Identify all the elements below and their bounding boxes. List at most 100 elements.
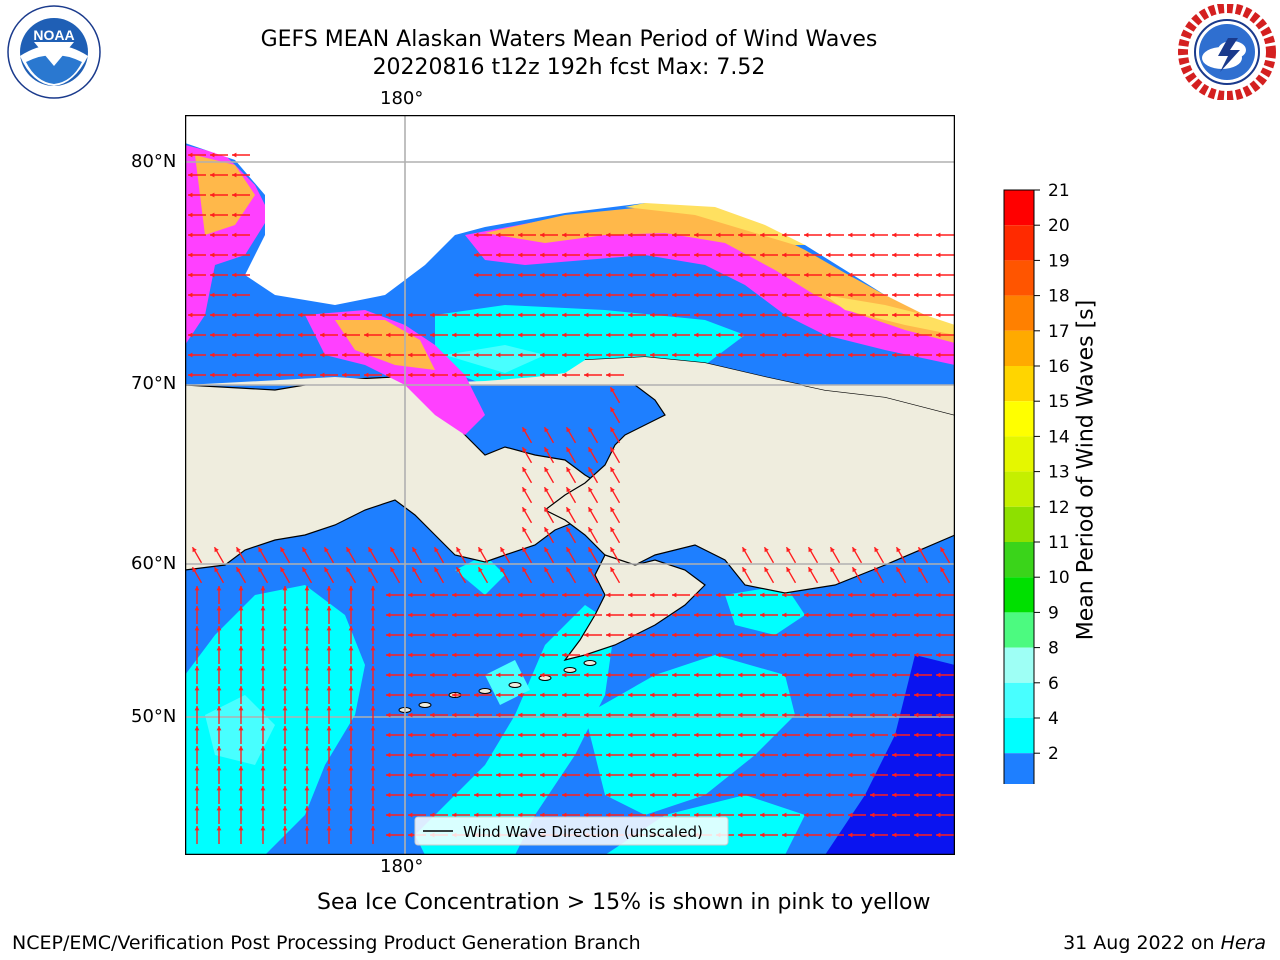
wave-direction-arrow [914, 592, 932, 598]
wave-direction-arrow [518, 612, 536, 618]
wave-direction-arrow [650, 652, 668, 658]
wave-direction-arrow [232, 272, 250, 278]
footer-credit: NCEP/EMC/Verification Post Processing Pr… [12, 932, 641, 954]
wave-direction-arrow [452, 732, 470, 738]
wave-direction-arrow [760, 612, 778, 618]
wave-direction-arrow [496, 812, 514, 818]
wave-direction-arrow [367, 566, 379, 584]
wave-direction-arrow [804, 592, 822, 598]
wave-direction-arrow [628, 332, 646, 338]
wave-direction-arrow [892, 272, 910, 278]
wave-direction-arrow [804, 692, 822, 698]
wave-direction-arrow [282, 806, 288, 824]
wave-direction-arrow [738, 652, 756, 658]
wave-direction-arrow [194, 686, 200, 704]
wave-direction-arrow [939, 566, 951, 584]
wave-direction-arrow [848, 292, 866, 298]
wave-direction-arrow [694, 772, 712, 778]
wave-direction-arrow [216, 666, 222, 684]
wave-direction-arrow [342, 312, 360, 318]
wave-direction-arrow [348, 686, 354, 704]
wave-direction-arrow [804, 312, 822, 318]
wave-direction-arrow [870, 752, 888, 758]
wave-direction-arrow [650, 632, 668, 638]
noaa-logo: NOAA [7, 5, 101, 99]
wave-direction-arrow [826, 272, 844, 278]
wave-direction-arrow [565, 486, 577, 504]
wave-direction-arrow [650, 812, 668, 818]
colorbar-cell [1004, 682, 1034, 718]
wave-direction-arrow [235, 546, 247, 564]
colorbar-cell [1004, 295, 1034, 331]
wave-direction-arrow [914, 272, 932, 278]
wave-direction-arrow [326, 726, 332, 744]
wave-direction-arrow [587, 446, 599, 464]
wave-direction-arrow [716, 272, 734, 278]
wave-direction-arrow [276, 332, 294, 338]
wave-direction-arrow [389, 546, 401, 564]
wave-direction-arrow [716, 812, 734, 818]
wave-direction-arrow [870, 252, 888, 258]
wave-direction-arrow [782, 772, 800, 778]
wave-direction-arrow [851, 546, 863, 564]
wave-direction-arrow [609, 506, 621, 524]
wave-direction-arrow [870, 712, 888, 718]
wave-direction-arrow [408, 612, 426, 618]
wave-direction-arrow [521, 546, 533, 564]
wave-direction-arrow [348, 826, 354, 844]
wave-direction-arrow [348, 726, 354, 744]
wave-direction-arrow [232, 212, 250, 218]
wave-direction-arrow [565, 466, 577, 484]
wave-direction-arrow [282, 826, 288, 844]
wave-direction-arrow [917, 566, 929, 584]
wave-direction-arrow [191, 566, 203, 584]
wave-direction-arrow [848, 592, 866, 598]
wave-direction-arrow [474, 732, 492, 738]
wave-direction-arrow [474, 292, 492, 298]
wave-direction-arrow [254, 372, 272, 378]
colorbar-tick-label: 20 [1048, 216, 1070, 236]
wave-direction-arrow [826, 352, 844, 358]
wave-direction-arrow [895, 546, 907, 564]
wave-direction-arrow [760, 332, 778, 338]
wave-direction-arrow [348, 646, 354, 664]
wave-direction-arrow [430, 652, 448, 658]
wave-direction-arrow [496, 312, 514, 318]
wave-direction-arrow [540, 292, 558, 298]
wave-direction-arrow [804, 252, 822, 258]
wave-direction-arrow [210, 372, 228, 378]
wave-direction-arrow [917, 546, 929, 564]
wave-direction-arrow [210, 192, 228, 198]
wave-direction-arrow [760, 732, 778, 738]
wave-direction-arrow [914, 672, 932, 678]
wave-direction-arrow [282, 706, 288, 724]
wave-direction-arrow [474, 352, 492, 358]
wave-direction-arrow [543, 426, 555, 444]
wave-direction-arrow [518, 752, 536, 758]
wave-direction-arrow [386, 672, 404, 678]
wave-direction-arrow [345, 546, 357, 564]
wave-direction-arrow [320, 372, 338, 378]
wave-direction-arrow [452, 772, 470, 778]
wave-direction-arrow [892, 612, 910, 618]
wave-direction-arrow [408, 752, 426, 758]
wave-direction-arrow [716, 732, 734, 738]
wave-direction-arrow [848, 812, 866, 818]
wave-direction-arrow [587, 426, 599, 444]
wave-direction-arrow [606, 772, 624, 778]
wave-direction-arrow [279, 546, 291, 564]
wave-direction-arrow [430, 372, 448, 378]
wave-direction-arrow [716, 592, 734, 598]
wave-direction-arrow [496, 692, 514, 698]
wave-direction-arrow [829, 546, 841, 564]
wave-direction-arrow [804, 612, 822, 618]
wave-direction-arrow [540, 372, 558, 378]
wave-direction-arrow [609, 386, 621, 404]
wave-direction-arrow [474, 372, 492, 378]
wave-direction-arrow [650, 752, 668, 758]
wave-direction-arrow [609, 466, 621, 484]
wave-direction-arrow [892, 812, 910, 818]
wave-direction-arrow [370, 646, 376, 664]
wave-direction-arrow [650, 352, 668, 358]
wave-direction-arrow [848, 692, 866, 698]
